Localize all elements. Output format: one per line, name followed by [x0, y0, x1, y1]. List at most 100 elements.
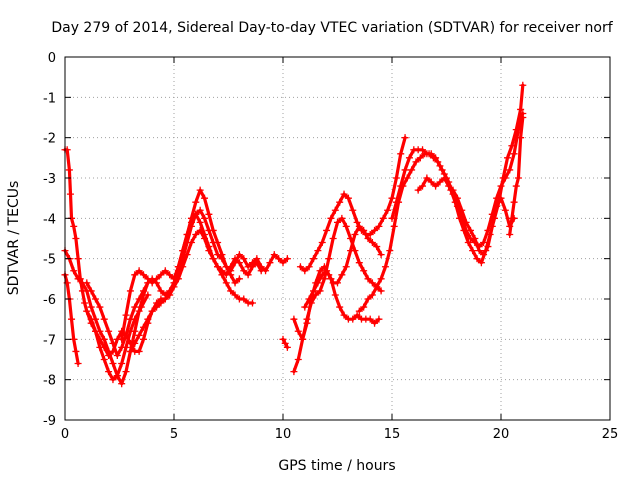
y-tick-label: -3 — [43, 172, 56, 187]
data-point — [377, 287, 385, 295]
data-point — [340, 190, 348, 198]
data-point — [231, 255, 239, 263]
data-point — [342, 222, 350, 230]
data-point — [320, 275, 328, 283]
data-point — [192, 198, 200, 206]
data-point — [96, 335, 104, 343]
data-point — [118, 380, 126, 388]
data-point — [179, 247, 187, 255]
data-point — [170, 279, 178, 287]
y-tick-label: -4 — [43, 212, 56, 227]
data-point — [510, 150, 518, 158]
data-point — [432, 182, 440, 190]
data-point — [161, 267, 169, 275]
data-point — [471, 235, 479, 242]
data-point — [235, 275, 243, 283]
data-point — [218, 267, 226, 275]
data-point — [187, 218, 195, 226]
data-point — [131, 327, 139, 335]
data-point — [266, 259, 274, 267]
data-point — [329, 235, 337, 242]
data-point — [240, 267, 248, 275]
data-point — [166, 271, 174, 279]
data-point — [453, 194, 461, 202]
data-point — [497, 194, 505, 202]
data-point — [397, 182, 405, 190]
data-point — [355, 259, 363, 267]
data-point — [436, 178, 444, 186]
data-point — [375, 315, 383, 323]
data-point — [414, 186, 422, 194]
data-point — [296, 263, 304, 271]
data-point — [96, 303, 104, 311]
data-point — [401, 166, 409, 174]
data-point — [475, 247, 483, 255]
data-point — [469, 247, 477, 255]
data-point — [139, 287, 147, 295]
series-trace-8 — [279, 335, 291, 351]
data-point — [373, 283, 381, 291]
data-point — [331, 206, 339, 214]
data-point — [70, 335, 78, 343]
data-point — [201, 230, 209, 238]
y-tick-label: -5 — [43, 253, 56, 268]
data-point — [174, 263, 182, 271]
data-point — [360, 303, 368, 311]
data-point — [109, 376, 117, 384]
data-point — [294, 356, 302, 363]
data-point — [157, 271, 165, 279]
data-point — [473, 255, 481, 263]
data-point — [506, 166, 514, 174]
data-point — [310, 255, 318, 263]
data-point — [157, 299, 165, 307]
data-point — [87, 303, 95, 311]
data-point — [462, 218, 470, 226]
data-point — [301, 303, 309, 311]
data-point — [92, 327, 100, 335]
data-point — [366, 230, 374, 238]
data-point — [427, 178, 435, 186]
data-point — [231, 279, 239, 287]
data-point — [148, 279, 156, 287]
data-point — [497, 182, 505, 190]
data-point — [248, 299, 256, 307]
series-trace-14 — [388, 109, 527, 251]
data-point — [325, 255, 333, 263]
data-point — [214, 263, 222, 271]
data-point — [166, 291, 174, 299]
data-point — [506, 230, 514, 238]
data-point — [248, 263, 256, 271]
data-point — [139, 323, 147, 331]
data-point — [244, 271, 252, 279]
data-point — [390, 222, 398, 230]
series-trace-15 — [414, 174, 518, 259]
data-point — [144, 275, 152, 283]
data-point — [109, 360, 117, 368]
data-point — [139, 335, 147, 343]
data-point — [403, 174, 411, 182]
data-point — [340, 311, 348, 319]
data-point — [235, 259, 243, 267]
data-point — [126, 347, 134, 355]
data-point — [74, 255, 82, 263]
data-point — [368, 291, 376, 299]
y-tick-label: -7 — [43, 333, 56, 348]
data-point — [305, 295, 313, 303]
data-point — [240, 255, 248, 263]
data-point — [351, 230, 359, 238]
data-point — [135, 347, 143, 355]
data-point — [131, 339, 139, 347]
data-point — [290, 315, 298, 323]
data-point — [65, 166, 73, 174]
data-point — [299, 335, 307, 343]
data-point — [87, 319, 95, 327]
data-point — [371, 226, 379, 234]
data-point — [161, 295, 169, 303]
data-point — [316, 267, 324, 275]
series-trace-7 — [126, 210, 265, 355]
data-point — [72, 235, 80, 242]
grid — [65, 57, 610, 420]
data-point — [384, 206, 392, 214]
data-point — [458, 206, 466, 214]
data-point — [218, 251, 226, 259]
